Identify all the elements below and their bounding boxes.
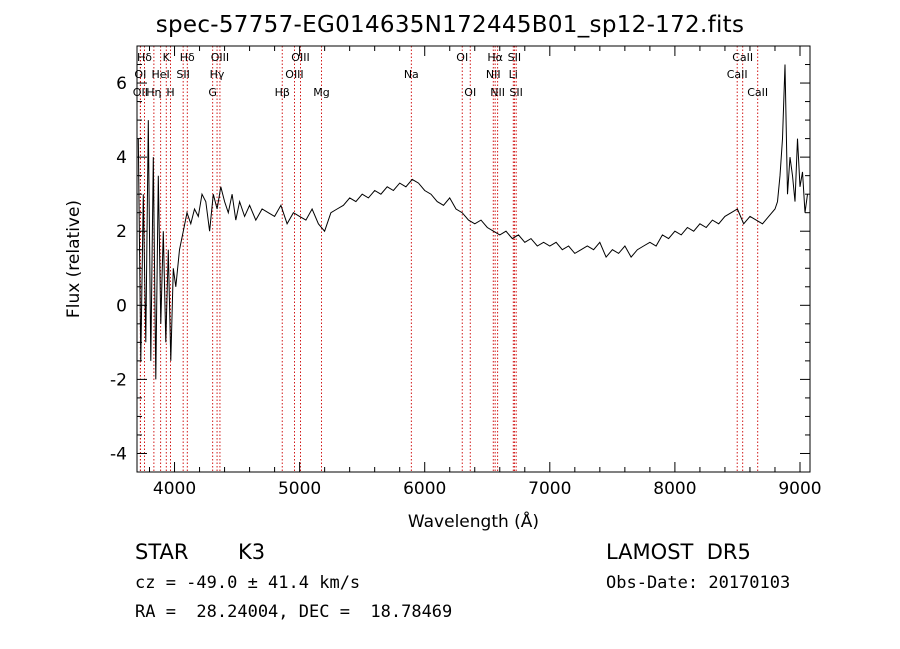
- x-tick-label: 8000: [653, 479, 696, 499]
- survey-label: LAMOST DR5: [606, 540, 751, 564]
- spectral-line-label: NII: [486, 68, 501, 81]
- y-tick-label: 6: [116, 74, 127, 94]
- x-tick-label: 9000: [778, 479, 821, 499]
- y-axis-label: Flux (relative): [64, 200, 84, 318]
- x-tick-label: 5000: [278, 479, 321, 499]
- spectral-line-label: Hγ: [210, 68, 225, 81]
- spectral-line-label: OI: [464, 86, 476, 99]
- y-tick-label: -4: [110, 444, 127, 464]
- spectral-line-label: Hβ: [275, 86, 290, 99]
- object-subclass: K3: [238, 540, 266, 564]
- spectral-line-label: Hδ: [137, 51, 152, 64]
- spectral-line-label: K: [163, 51, 171, 64]
- spectral-line-label: OIII: [285, 68, 303, 81]
- spectral-line-label: Hη: [146, 86, 161, 99]
- observation-date: Obs-Date: 20170103: [606, 573, 791, 593]
- object-class: STAR: [135, 540, 189, 564]
- y-tick-label: 4: [116, 148, 127, 168]
- spectral-line-label: CaII: [727, 68, 748, 81]
- plot-frame: [136, 45, 811, 473]
- spectral-line-label: Mg: [313, 86, 329, 99]
- spectral-line-label: OI: [134, 68, 146, 81]
- axis-ticks: 4000 5000 6000 7000 8000 9000 -4 -2 0 2 4 6: [110, 45, 822, 499]
- spectral-line-label: SII: [176, 68, 189, 81]
- spectral-line-label: Na: [404, 68, 419, 81]
- spectral-line-label: OIII: [211, 51, 229, 64]
- spectral-line-label: H: [166, 86, 174, 99]
- spectral-line-label: SII: [509, 86, 522, 99]
- spectrum-title: spec-57757-EG014635N172445B01_sp12-172.f…: [155, 12, 745, 38]
- spectral-line-label: CaII: [747, 86, 768, 99]
- spectral-line-label: CaII: [732, 51, 753, 64]
- spectral-line-labels: Hδ K Hδ OIII OIII OI Hα SII CaII OI HeI SII Hγ OIII Na…: [133, 51, 768, 99]
- x-tick-label: 7000: [528, 479, 571, 499]
- spectral-line-label: OI: [456, 51, 468, 64]
- y-tick-label: -2: [110, 370, 127, 390]
- spectral-line-label: G: [208, 86, 217, 99]
- redshift-cz: cz = -49.0 ± 41.4 km/s: [135, 573, 361, 593]
- x-tick-label: 6000: [403, 479, 446, 499]
- x-tick-label: 4000: [153, 479, 196, 499]
- ra-dec-coordinates: RA = 28.24004, DEC = 18.78469: [135, 602, 453, 622]
- spectral-line-label: SII: [508, 51, 521, 64]
- spectral-line-label: OIII: [291, 51, 309, 64]
- spectral-line-label: NII: [490, 86, 505, 99]
- x-axis-label: Wavelength (Å): [408, 510, 539, 532]
- spectral-line-label: Li: [509, 68, 518, 81]
- spectrum-line: [137, 64, 808, 380]
- y-tick-label: 0: [116, 296, 127, 316]
- spectral-line-label: Hδ: [180, 51, 195, 64]
- y-tick-label: 2: [116, 222, 127, 242]
- spectral-line-markers: [139, 46, 759, 472]
- spectral-line-label: Hα: [487, 51, 503, 64]
- spectral-line-label: HeI: [151, 68, 169, 81]
